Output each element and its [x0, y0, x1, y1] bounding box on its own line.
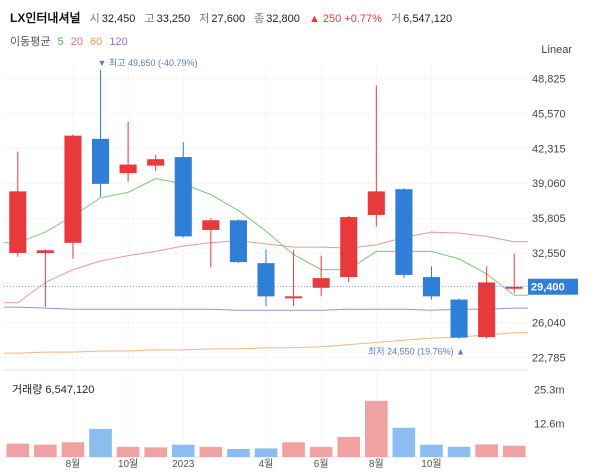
- time-tick-label: 6월: [314, 458, 329, 470]
- open-label: 시: [89, 13, 100, 25]
- price-tick-label: 35,805: [532, 213, 566, 225]
- change-value: ▲ 250 +0.77%: [308, 13, 382, 25]
- volume-bar: [6, 443, 30, 457]
- max-price-annotation: ▼ 최고 49,650 (-40.79%): [98, 58, 198, 68]
- candle-body: [505, 286, 523, 289]
- candle-body: [478, 282, 496, 338]
- volume-bar: [365, 400, 388, 457]
- price-tick-label: 48,825: [532, 74, 566, 86]
- volume-bar: [337, 436, 361, 457]
- volume-bar: [34, 444, 57, 457]
- price-tick-label: 42,315: [532, 143, 566, 155]
- min-price-annotation: 최저 24,550 (19.76%) ▲: [368, 347, 465, 357]
- volume-bar: [502, 445, 526, 457]
- volume-tick-label: 12.6m: [534, 418, 565, 430]
- volume-bar: [116, 446, 140, 457]
- volume-tick-label: 25.3m: [534, 384, 565, 396]
- volume-bar: [171, 444, 195, 457]
- candle-body: [174, 157, 192, 237]
- price-tick-label: 45,570: [532, 108, 566, 120]
- volume-bar: [61, 442, 85, 457]
- time-tick-label: 10월: [118, 458, 138, 470]
- candle-body: [367, 191, 385, 215]
- price-tick-label: 22,785: [532, 353, 566, 365]
- candle-body: [312, 278, 330, 288]
- candle-body: [422, 277, 441, 297]
- time-tick-label: 4월: [259, 458, 274, 470]
- ma20-legend: 20: [70, 36, 83, 48]
- ma60-legend: 60: [90, 36, 103, 48]
- volume-bar: [144, 447, 167, 457]
- time-tick-label: 8월: [66, 458, 81, 470]
- volume-bar: [282, 442, 305, 457]
- candle-body: [285, 296, 303, 299]
- volume-label: 거: [391, 13, 402, 25]
- volume-bar: [475, 444, 498, 457]
- close-label: 종: [254, 13, 265, 25]
- time-tick-label: 2023: [172, 459, 195, 470]
- stock-name: LX인터내셔널: [10, 11, 81, 25]
- volume-bar: [254, 448, 278, 457]
- volume-bar: [420, 444, 443, 457]
- high-label: 고: [144, 13, 155, 25]
- current-price-tag: [528, 278, 578, 295]
- close-value: 32,800: [266, 13, 300, 25]
- low-value: 27,600: [211, 13, 246, 25]
- candle-body: [229, 220, 247, 263]
- ma60-line: [4, 306, 528, 311]
- volume-bar: [89, 428, 112, 457]
- candle-body: [36, 250, 54, 253]
- ma-label: 이동평균: [10, 36, 51, 48]
- open-value: 32,450: [101, 13, 136, 25]
- price-tick-label: 26,040: [532, 318, 566, 330]
- volume-title: 거래량 6,547,120: [12, 384, 95, 396]
- low-label: 저: [199, 13, 210, 25]
- volume-bar: [199, 446, 223, 457]
- volume-value: 6,547,120: [403, 13, 453, 25]
- candle-body: [9, 191, 27, 253]
- candle-body: [450, 299, 468, 338]
- ma120-legend: 120: [109, 36, 128, 48]
- quote-header: LX인터내셔널 시 32,450 고 33,250 저 27,600 종 32,800 …: [10, 9, 458, 26]
- time-tick-label: 8월: [369, 458, 384, 470]
- volume-bar: [392, 427, 416, 457]
- volume-bar: [227, 448, 250, 457]
- candle-body: [147, 159, 165, 166]
- price-tick-label: 39,060: [532, 178, 566, 190]
- ma5-legend: 5: [57, 36, 64, 48]
- candle-body: [257, 263, 275, 297]
- volume-bar: [309, 446, 333, 457]
- volume-bar: [447, 446, 471, 457]
- candle-body: [202, 220, 220, 230]
- moving-average-legend[interactable]: 이동평균 5 20 60 120: [10, 33, 132, 49]
- scale-toggle-button[interactable]: Linear: [541, 44, 572, 56]
- current-price-label: 29,400: [531, 282, 565, 294]
- candle-body: [395, 189, 413, 275]
- candle-body: [64, 135, 82, 243]
- ma5-line: [4, 177, 528, 296]
- ma20-line: [4, 231, 528, 304]
- time-tick-label: 10월: [421, 458, 441, 470]
- candle-body: [340, 217, 358, 278]
- ma120-line: [4, 332, 528, 354]
- high-value: 33,250: [156, 13, 191, 25]
- price-tick-label: 32,550: [532, 248, 566, 260]
- candle-body: [91, 138, 110, 184]
- candle-body: [119, 164, 137, 174]
